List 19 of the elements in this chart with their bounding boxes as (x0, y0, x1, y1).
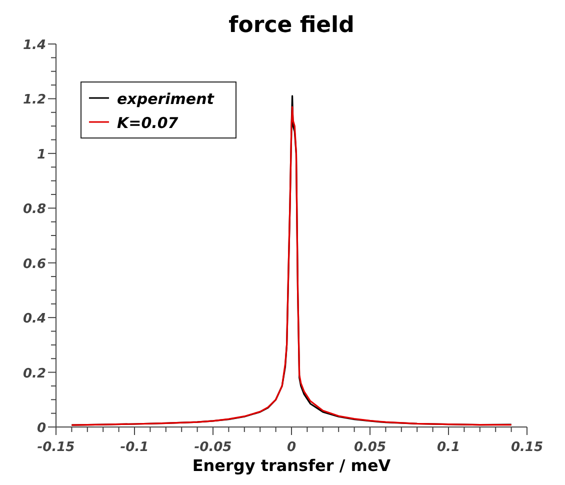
y-tick-label: 0.6 (22, 256, 46, 272)
y-tick-label: 0.4 (22, 312, 46, 327)
x-tick-label: 0.15 (510, 440, 544, 455)
x-axis-title: Energy transfer / meV (192, 456, 392, 475)
y-tick-label: 0.8 (22, 202, 46, 218)
y-tick-label: 0 (36, 421, 46, 436)
legend-label: experiment (117, 90, 215, 108)
legend-label: K=0.07 (117, 114, 179, 132)
chart-title: force field (228, 13, 354, 38)
y-tick-label: 0.2 (22, 366, 46, 382)
x-tick-label: 0 (286, 440, 296, 455)
x-tick-label: -0.1 (120, 440, 149, 455)
x-tick-label: 0.05 (354, 440, 386, 455)
x-tick-label: -0.05 (194, 440, 232, 455)
y-tick-label: 1 (36, 147, 46, 162)
y-tick-label: 1.4 (22, 38, 46, 53)
x-tick-label: -0.15 (37, 440, 75, 455)
y-tick-label: 1.2 (22, 92, 46, 108)
x-tick-label: 0.1 (436, 440, 460, 455)
